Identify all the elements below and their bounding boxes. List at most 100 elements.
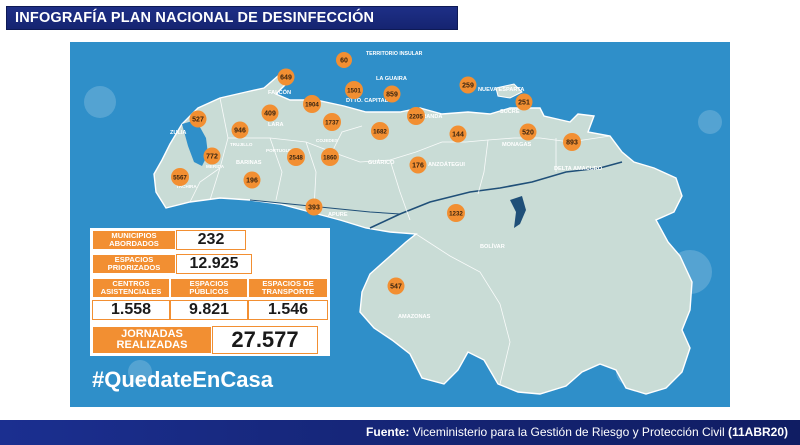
- footer-bar: Fuente: Viceministerio para la Gestión d…: [0, 420, 800, 445]
- marker-guarico[interactable]: 176: [409, 156, 427, 174]
- marker-aragua[interactable]: 1682: [371, 122, 389, 140]
- orinoco-river: [369, 161, 623, 229]
- svg-text:946: 946: [234, 128, 246, 135]
- svg-text:393: 393: [308, 205, 320, 212]
- marker-bolivar[interactable]: 1232: [447, 204, 465, 222]
- svg-text:176: 176: [412, 163, 424, 170]
- marker-la-guaira[interactable]: 859: [383, 85, 401, 103]
- marker-territorio-insular[interactable]: 60: [336, 52, 352, 68]
- region-label: TRUJILLO: [230, 142, 253, 147]
- svg-text:5567: 5567: [173, 175, 187, 182]
- jornadas-value: 27.577: [212, 326, 318, 354]
- marker-barinas[interactable]: 196: [243, 171, 261, 189]
- svg-text:60: 60: [340, 58, 348, 65]
- state-borders: [189, 97, 611, 385]
- region-label: MIRANDA: [416, 114, 442, 120]
- espacios-priorizados-value: 12.925: [176, 254, 252, 274]
- marker-yaracuy[interactable]: 1904: [303, 95, 321, 113]
- region-label: ANZOÁTEGUI: [428, 161, 465, 168]
- marker-amazonas[interactable]: 547: [387, 277, 405, 295]
- island-margarita: [495, 83, 523, 99]
- marker-trujillo[interactable]: 946: [231, 121, 249, 139]
- publicos-value: 9.821: [170, 300, 248, 320]
- svg-text:547: 547: [390, 284, 402, 291]
- municipios-label: MUNICIPIOS ABORDADOS: [92, 230, 176, 250]
- marker-tachira[interactable]: 5567: [171, 168, 189, 186]
- apure-river: [249, 199, 401, 215]
- marker-zulia[interactable]: 527: [189, 110, 207, 128]
- marker-merida[interactable]: 772: [203, 147, 221, 165]
- centros-label: CENTROS ASISTENCIALES: [92, 278, 170, 298]
- footer-date: (11ABR20): [727, 425, 788, 439]
- svg-text:259: 259: [462, 83, 474, 90]
- marker-apure[interactable]: 393: [305, 198, 323, 216]
- svg-text:144: 144: [452, 132, 464, 139]
- region-label: TERRITORIO INSULAR: [366, 51, 423, 57]
- region-label: ZULIA: [170, 130, 186, 136]
- stats-row-municipios: MUNICIPIOS ABORDADOS 232: [92, 230, 328, 250]
- espacios-priorizados-label: ESPACIOS PRIORIZADOS: [92, 254, 176, 274]
- stats-row-jornadas: JORNADAS REALIZADAS 27.577: [92, 326, 328, 354]
- svg-text:520: 520: [522, 130, 534, 137]
- marker-monagas[interactable]: 520: [519, 123, 537, 141]
- svg-text:1737: 1737: [325, 120, 339, 127]
- page-title: INFOGRAFÍA PLAN NACIONAL DE DESINFECCIÓN: [6, 6, 458, 30]
- region-label: COJEDES: [316, 138, 338, 143]
- svg-text:893: 893: [566, 140, 578, 147]
- lake-maracaibo: [182, 120, 208, 166]
- svg-text:1860: 1860: [323, 155, 337, 162]
- region-label: NUEVA ESPARTA: [478, 87, 524, 93]
- guri-lake: [510, 196, 526, 228]
- region-label: GUÁRICO: [368, 159, 395, 166]
- marker-anzoategui-north[interactable]: 144: [449, 125, 467, 143]
- svg-text:859: 859: [386, 92, 398, 99]
- stats-row-categories: CENTROS ASISTENCIALES ESPACIOS PÚBLICOS …: [92, 278, 328, 298]
- svg-text:196: 196: [246, 178, 258, 185]
- marker-portuguesa[interactable]: 2548: [287, 148, 305, 166]
- svg-text:1682: 1682: [373, 129, 387, 136]
- marker-dtto-capital[interactable]: 1501: [345, 81, 363, 99]
- region-label: DTTO. CAPITAL: [346, 98, 389, 104]
- marker-falcon[interactable]: 649: [277, 68, 295, 86]
- publicos-label: ESPACIOS PÚBLICOS: [170, 278, 248, 298]
- marker-nueva-esparta[interactable]: 259: [459, 76, 477, 94]
- footer-source-label: Fuente:: [366, 425, 410, 439]
- region-label: AMAZONAS: [398, 314, 431, 320]
- markers: 60 649 1501 859 259 251 527 409 1904 173…: [171, 52, 581, 295]
- marker-delta-amacuro[interactable]: 893: [563, 133, 581, 151]
- hashtag: #QuedateEnCasa: [92, 367, 273, 392]
- region-label: TÁCHIRA: [176, 183, 197, 189]
- marker-carabobo[interactable]: 1737: [323, 113, 341, 131]
- marker-sucre[interactable]: 251: [515, 93, 533, 111]
- footer-source-text: Viceministerio para la Gestión de Riesgo…: [409, 425, 728, 439]
- region-label: BARINAS: [236, 160, 262, 166]
- region-label: FALCÓN: [268, 88, 291, 96]
- transporte-value: 1.546: [248, 300, 328, 320]
- svg-text:772: 772: [206, 154, 218, 161]
- svg-text:2548: 2548: [289, 155, 303, 162]
- region-label: LA GUAIRA: [376, 76, 407, 82]
- region-label: DELTA AMACURO: [554, 166, 603, 172]
- stats-table: MUNICIPIOS ABORDADOS 232 ESPACIOS PRIORI…: [90, 228, 330, 356]
- stats-row-values: 1.558 9.821 1.546: [92, 300, 328, 320]
- svg-text:527: 527: [192, 117, 204, 124]
- marker-miranda[interactable]: 2205: [407, 107, 425, 125]
- map-panel: FALCÓN ZULIA LARA TRUJILLO PORTUGUESA CO…: [70, 42, 730, 407]
- svg-text:1501: 1501: [347, 88, 361, 95]
- region-label: PORTUGUESA: [266, 148, 299, 153]
- region-label: MÉRIDA: [206, 162, 225, 169]
- svg-text:649: 649: [280, 75, 292, 82]
- svg-text:1904: 1904: [305, 102, 319, 109]
- marker-cojedes[interactable]: 1860: [321, 148, 339, 166]
- region-label: LARA: [268, 122, 284, 128]
- svg-text:2205: 2205: [409, 114, 423, 121]
- region-label: MONAGAS: [502, 142, 531, 148]
- centros-value: 1.558: [92, 300, 170, 320]
- transporte-label: ESPACIOS DE TRANSPORTE: [248, 278, 328, 298]
- region-label: SUCRE: [500, 109, 520, 115]
- jornadas-label: JORNADAS REALIZADAS: [92, 326, 212, 354]
- municipios-value: 232: [176, 230, 246, 250]
- footer-source: Fuente: Viceministerio para la Gestión d…: [366, 420, 788, 445]
- marker-lara[interactable]: 409: [261, 104, 279, 122]
- venezuela-map: FALCÓN ZULIA LARA TRUJILLO PORTUGUESA CO…: [84, 51, 722, 395]
